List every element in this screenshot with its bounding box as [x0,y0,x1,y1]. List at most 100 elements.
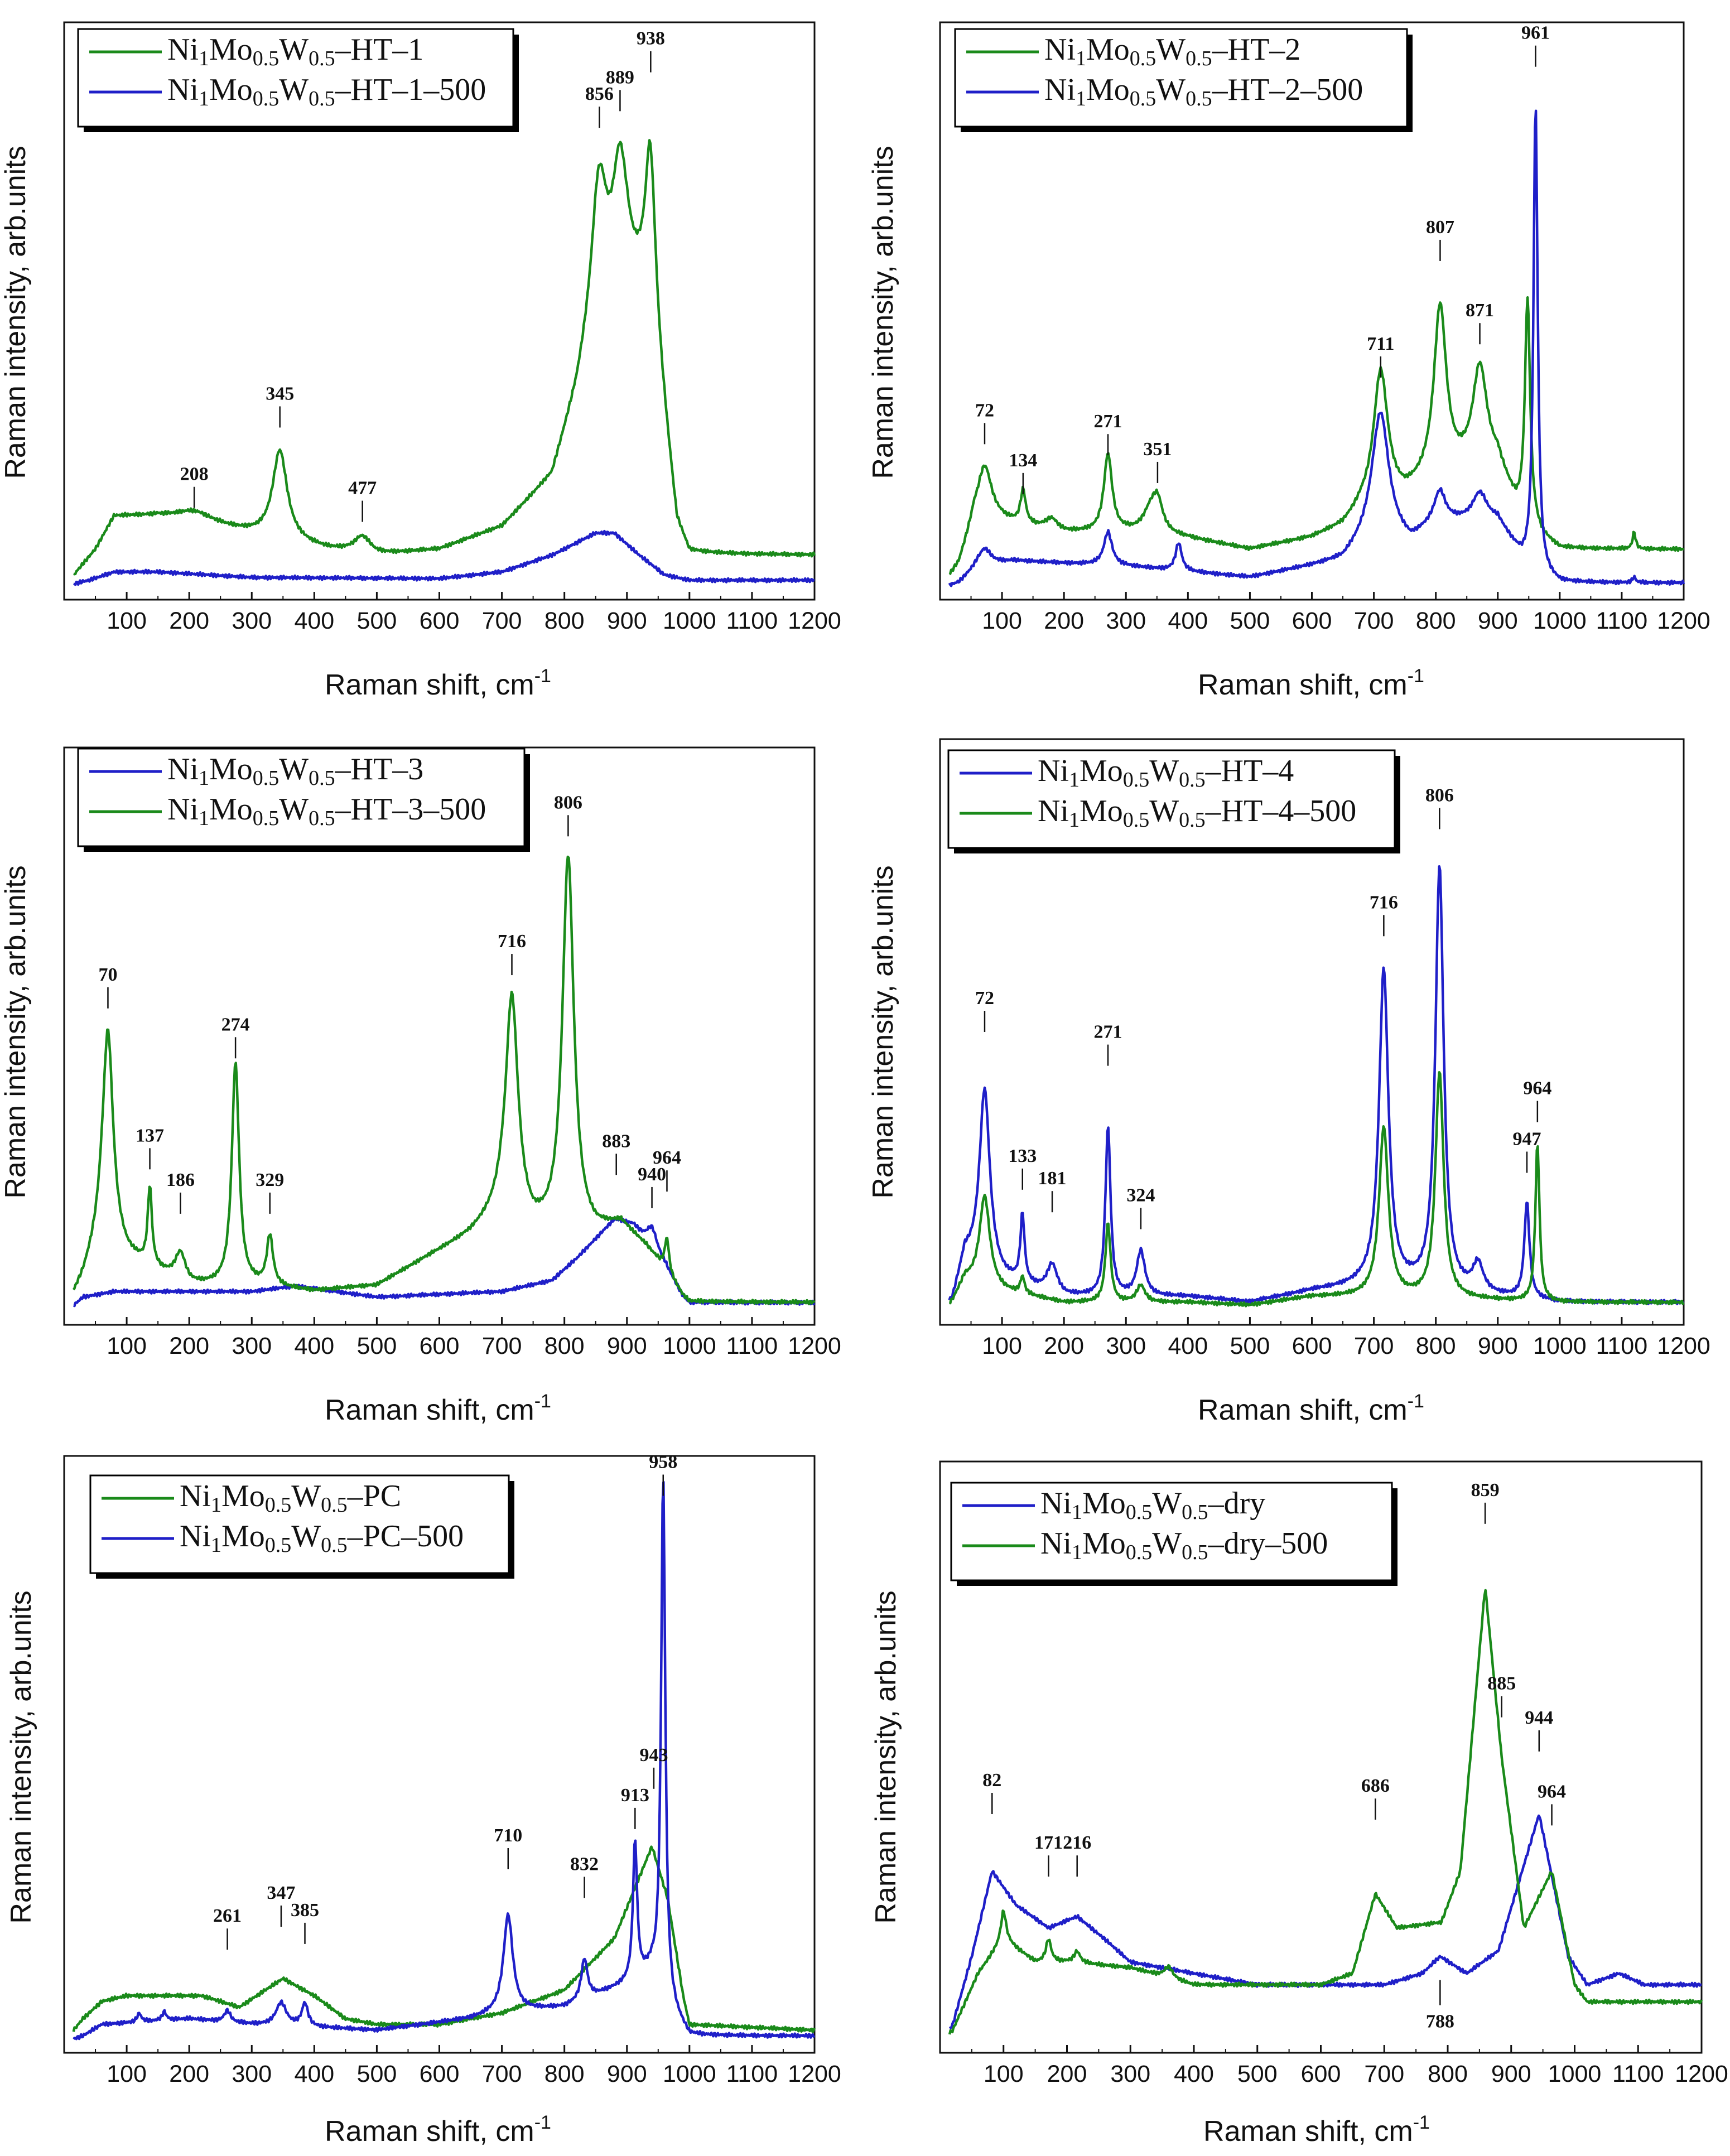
peak-label: 806 [554,792,582,813]
peak-label: 171 [1034,1832,1063,1853]
legend-label: Ni1Mo0.5W0.5–HT–2–500 [1044,73,1363,110]
peak-label: 964 [1523,1078,1551,1099]
legend-box [950,1482,1393,1581]
legend-box [77,747,526,847]
peak-label: 134 [1009,450,1037,471]
x-tick-label: 1000 [663,1333,716,1359]
peak-label: 883 [602,1131,630,1151]
legend-label: Ni1Mo0.5W0.5–PC [180,1479,401,1517]
x-tick-label: 400 [1168,1333,1208,1359]
x-axis-title: Raman shift, cm-1 [1198,665,1424,701]
x-tick-label: 300 [232,2061,272,2087]
x-tick-label: 600 [1292,607,1332,634]
peak-label: 964 [653,1147,681,1168]
legend-label: Ni1Mo0.5W0.5–HT–4 [1038,754,1294,792]
chart-panel-e: 100 200 300 400 500 600 700 800 900 1000 1100 1200 R… [5,1452,841,2148]
x-tick-label: 200 [1044,1333,1084,1359]
x-tick-label: 200 [1044,607,1084,634]
legend-label: Ni1Mo0.5W0.5–HT–2 [1044,32,1300,70]
y-axis-title: Raman intensity, arb.units [0,865,32,1198]
peak-label: 324 [1126,1185,1155,1206]
peak-label: 710 [494,1825,522,1846]
peak-label: 137 [136,1125,164,1146]
x-tick-label: 200 [169,2061,209,2087]
peak-label: 716 [498,931,526,952]
x-tick-label: 1000 [1533,607,1587,634]
peak-label: 958 [649,1452,677,1473]
x-tick-label: 700 [1354,607,1394,634]
legend-label: Ni1Mo0.5W0.5–HT–3–500 [167,792,486,830]
x-tick-label: 1100 [1596,1333,1647,1359]
x-tick-label: 600 [420,607,460,634]
peak-label: 72 [975,988,994,1009]
x-tick-label: 100 [982,607,1022,634]
x-axis-title: Raman shift, cm-1 [1198,1391,1424,1426]
x-tick-label: 500 [1230,607,1270,634]
peak-label: 856 [585,84,614,104]
series-line-2 [72,855,816,1305]
legend-box [77,28,514,128]
legend-box [954,28,1408,128]
x-tick-label: 100 [982,1333,1022,1359]
x-tick-label: 1100 [1596,607,1647,634]
peak-label: 859 [1471,1480,1500,1501]
peak-label: 943 [639,1745,668,1766]
legend-label: Ni1Mo0.5W0.5–HT–3 [167,752,423,790]
legend-label: Ni1Mo0.5W0.5–PC–500 [180,1519,464,1557]
legend-label: Ni1Mo0.5W0.5–HT–1–500 [167,73,486,110]
peak-label: 70 [98,964,117,985]
x-tick-label: 600 [420,1333,460,1359]
x-tick-label: 900 [1491,2061,1531,2087]
series-line-2 [948,109,1685,587]
x-axis-title: Raman shift, cm-1 [1203,2112,1430,2148]
peak-label: 940 [638,1164,666,1185]
peak-label: 261 [213,1906,242,1926]
peak-label: 181 [1038,1168,1067,1189]
peak-label: 716 [1370,892,1398,913]
peak-label: 913 [621,1785,649,1806]
x-tick-label: 700 [1354,1333,1394,1359]
x-tick-label: 1100 [726,607,778,634]
x-tick-label: 800 [544,607,585,634]
x-tick-label: 800 [1428,2061,1468,2087]
x-tick-label: 500 [357,607,397,634]
x-tick-label: 400 [294,2061,334,2087]
x-tick-label: 200 [1047,2061,1087,2087]
peak-label: 329 [256,1170,284,1190]
x-tick-label: 1000 [1548,2061,1602,2087]
x-tick-label: 500 [357,1333,397,1359]
chart-panel-a: 100 200 300 400 500 600 700 800 900 1000 1100 1200 R… [0,21,841,701]
peak-label: 961 [1521,23,1550,44]
x-tick-label: 900 [1478,607,1518,634]
series-line-1 [948,296,1684,576]
y-axis-title: Raman intensity, arb.units [870,1590,902,1923]
peak-label: 216 [1063,1832,1091,1853]
x-tick-label: 100 [107,607,147,634]
peak-label: 885 [1487,1673,1516,1694]
series-line-2 [948,1589,1703,2035]
series-line-2 [73,1480,816,2041]
y-axis-title: Raman intensity, arb.units [5,1590,37,1923]
peak-label: 944 [1525,1708,1553,1728]
x-axis-title: Raman shift, cm-1 [325,1391,551,1426]
peak-label: 351 [1143,439,1172,460]
x-tick-label: 1200 [1675,2061,1728,2087]
peak-label: 947 [1512,1129,1541,1150]
x-tick-label: 1200 [788,1333,841,1359]
x-tick-label: 800 [544,2061,585,2087]
x-tick-label: 1000 [1533,1333,1587,1359]
x-tick-label: 700 [1364,2061,1404,2087]
x-tick-label: 300 [232,607,272,634]
chart-panel-f: 100 200 300 400 500 600 700 800 900 1000 1100 1200 R… [870,1460,1728,2148]
peak-label: 889 [606,67,634,88]
x-tick-label: 400 [294,607,334,634]
peak-label: 686 [1361,1776,1390,1796]
legend-label: Ni1Mo0.5W0.5–HT–1 [167,32,423,70]
series-line-2 [949,1070,1685,1308]
x-tick-label: 1200 [1657,607,1710,634]
